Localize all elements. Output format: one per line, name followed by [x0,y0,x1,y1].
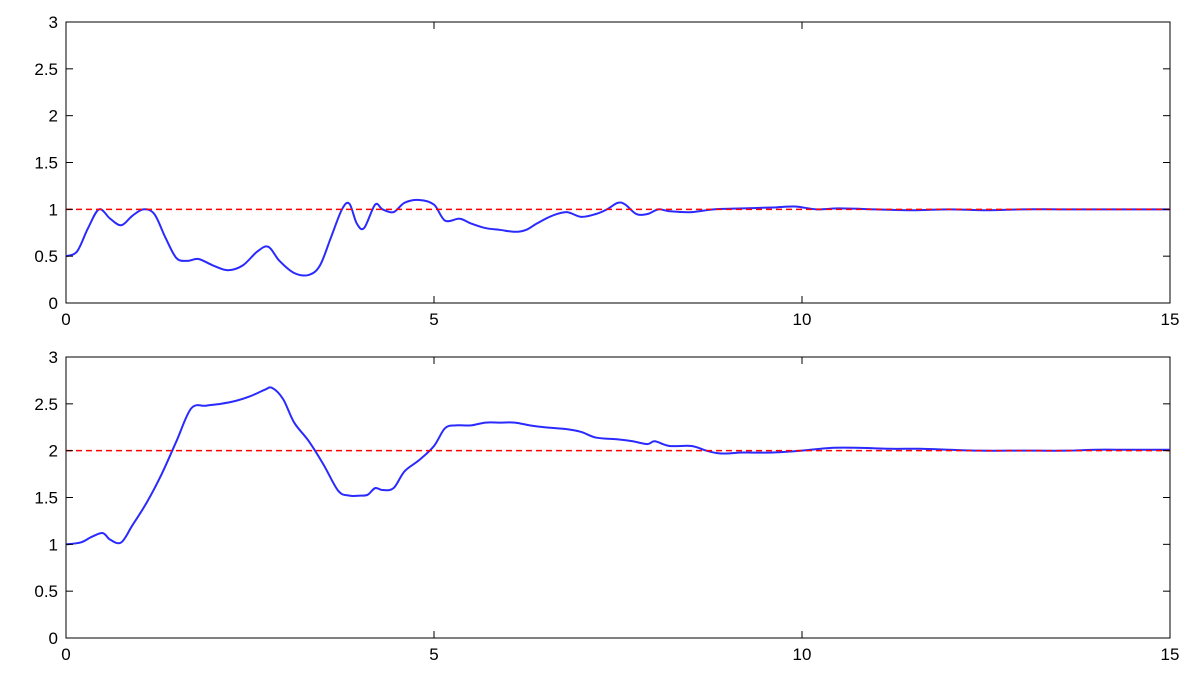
x-tick-label: 5 [429,645,438,664]
response-line [65,198,1170,277]
y-tick-label: 2 [49,442,58,461]
x-tick-label: 10 [793,645,812,664]
x-tick-label: 10 [793,310,812,329]
x-tick-label: 0 [61,645,70,664]
y-tick-label: 1 [49,200,58,219]
x-tick-label: 5 [429,310,438,329]
y-tick-label: 0.5 [34,247,58,266]
y-tick-label: 3 [49,348,58,367]
y-tick-label: 0 [49,294,58,313]
y-tick-label: 1 [49,535,58,554]
y-tick-label: 3 [49,13,58,32]
x-tick-label: 0 [61,310,70,329]
subplot-top: 0 5 10 15 0 0.5 1 1.5 2 2.5 3 [34,13,1179,329]
y-tick-label: 1.5 [34,489,58,508]
y-tick-label: 1.5 [34,154,58,173]
y-tick-label: 2 [49,107,58,126]
axes-frame [65,356,1171,639]
x-tick-label: 15 [1161,645,1180,664]
y-tick-label: 0.5 [34,582,58,601]
y-tick-label: 2.5 [34,395,58,414]
subplot-bottom: 0 5 10 15 0 0.5 1 1.5 2 2.5 3 [34,348,1179,664]
axes-frame [65,21,1171,304]
x-tick-label: 15 [1161,310,1180,329]
response-line [65,386,1170,546]
y-tick-label: 0 [49,629,58,648]
y-tick-label: 2.5 [34,60,58,79]
